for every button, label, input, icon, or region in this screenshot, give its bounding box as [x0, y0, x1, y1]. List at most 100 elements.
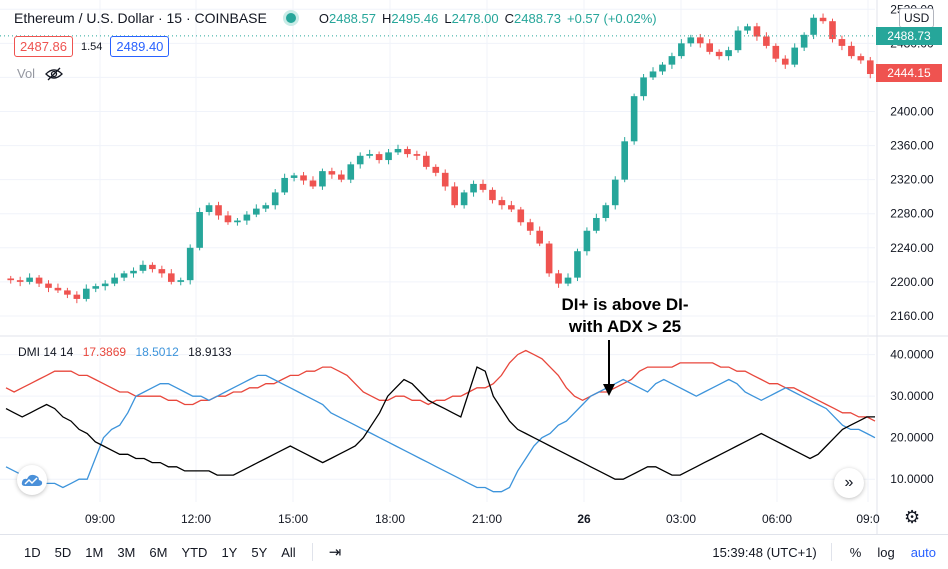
x-tick-label: 03:00 [666, 512, 696, 526]
y-tick-label: 2320.00 [890, 173, 934, 187]
x-tick-label: 06:00 [762, 512, 792, 526]
candle-body [574, 251, 581, 278]
range-all-button[interactable]: All [281, 544, 296, 560]
candle-body [234, 220, 241, 223]
candle-body [120, 273, 128, 278]
symbol-title[interactable]: Ethereum / U.S. Dollar · 15 · COINBASE [14, 10, 267, 26]
y-tick-label: 2280.00 [890, 207, 934, 221]
candle-body [781, 58, 789, 65]
date-range-icon[interactable]: ⇥ [328, 544, 342, 561]
candle-body [205, 205, 213, 213]
chart-legend: Ethereum / U.S. Dollar · 15 · COINBASE O… [14, 10, 657, 26]
y-tick-label: 2240.00 [890, 241, 934, 255]
double-chevron-right-icon: » [844, 474, 854, 491]
candle-body [73, 294, 81, 299]
eye-hidden-icon[interactable] [45, 67, 63, 81]
candle-body [196, 212, 203, 248]
toolbar-divider [830, 543, 832, 561]
y-tick-label: 2360.00 [890, 139, 934, 153]
x-tick-label: 18:00 [375, 512, 405, 526]
candle-body [640, 77, 647, 97]
range-1m-button[interactable]: 1M [85, 544, 104, 560]
candle-body [394, 148, 402, 153]
candle-body [158, 269, 166, 274]
candle-body [848, 45, 855, 57]
market-open-icon [282, 10, 299, 26]
percent-toggle[interactable]: % [849, 544, 862, 560]
di-minus-line [5, 374, 876, 493]
candle-body [92, 286, 100, 289]
x-tick-label: 09:00 [85, 512, 115, 526]
range-ytd-button[interactable]: YTD [181, 544, 208, 560]
candle-body [630, 96, 638, 142]
trading-view-logo-button[interactable] [17, 465, 47, 495]
candle-body [649, 71, 657, 78]
candle-body [517, 209, 525, 223]
y-tick-label: 30.0000 [890, 389, 934, 403]
annotation-text: DI+ is above DI- with ADX > 25 [561, 295, 689, 336]
range-1y-button[interactable]: 1Y [221, 544, 238, 560]
x-tick-label: 21:00 [472, 512, 502, 526]
log-toggle[interactable]: log [877, 544, 895, 560]
candle-body [753, 26, 761, 37]
candle-body [593, 217, 600, 231]
candle-body [338, 174, 345, 180]
dmi-legend: DMI 14 14 17.3869 18.5012 18.9133 [18, 345, 232, 359]
candle-body [111, 277, 118, 284]
adx-line [5, 366, 875, 480]
candle-body [621, 141, 628, 180]
low-value: 2478.00 [451, 10, 499, 26]
y-tick-label: 10.0000 [890, 472, 934, 486]
candle-body [64, 290, 71, 295]
auto-toggle[interactable]: auto [910, 544, 936, 560]
candle-body [611, 179, 619, 206]
candle-body [423, 155, 430, 167]
candle-body [54, 287, 62, 291]
range-1d-button[interactable]: 1D [24, 544, 41, 560]
dmi-name[interactable]: DMI 14 14 [18, 345, 74, 359]
range-5d-button[interactable]: 5D [54, 544, 72, 560]
candle-body [404, 148, 411, 155]
di-plus-value: 17.3869 [82, 345, 127, 359]
candle-body [167, 273, 175, 282]
candle-body [460, 192, 468, 206]
candle-body [281, 177, 288, 193]
last-price-tag: 2444.15 [876, 64, 942, 82]
candle-body [479, 183, 487, 190]
range-5y-button[interactable]: 5Y [251, 544, 268, 560]
candle-body [356, 155, 364, 165]
range-3m-button[interactable]: 3M [117, 544, 136, 560]
candle-body [45, 283, 52, 288]
candle-body [555, 273, 562, 284]
volume-legend: Vol [17, 66, 63, 81]
candle-body [413, 154, 421, 156]
candle-body [470, 183, 477, 193]
current-price-tag: 2488.73 [876, 27, 942, 45]
clock-time[interactable]: 15:39:48 (UTC+1) [712, 544, 817, 560]
candle-body [734, 30, 742, 51]
candle-body [659, 64, 666, 72]
candle-body [7, 278, 15, 281]
candle-body [583, 230, 591, 252]
range-6m-button[interactable]: 6M [149, 544, 168, 560]
x-tick-label: 15:00 [278, 512, 308, 526]
candle-body [375, 154, 383, 161]
candle-body [536, 230, 543, 244]
currency-badge[interactable]: USD [899, 8, 935, 28]
candle-body [772, 45, 780, 59]
settings-gear-icon[interactable]: ⚙ [904, 507, 921, 527]
sell-price-button[interactable]: 2487.86 [14, 36, 73, 57]
open-value: 2488.57 [328, 10, 376, 26]
candle-body [668, 56, 676, 65]
buy-price-button[interactable]: 2489.40 [110, 36, 170, 57]
candle-body [857, 56, 865, 61]
di-plus-line [5, 349, 876, 422]
y-tick-label: 2160.00 [890, 309, 934, 323]
scroll-right-button[interactable]: » [834, 468, 864, 498]
candle-body [508, 205, 515, 210]
candle-body [829, 21, 836, 40]
candle-body [262, 205, 270, 209]
bottom-toolbar: 1D 5D 1M 3M 6M YTD 1Y 5Y All ⇥ 15:39:48 … [0, 534, 948, 569]
candle-body [290, 175, 298, 178]
